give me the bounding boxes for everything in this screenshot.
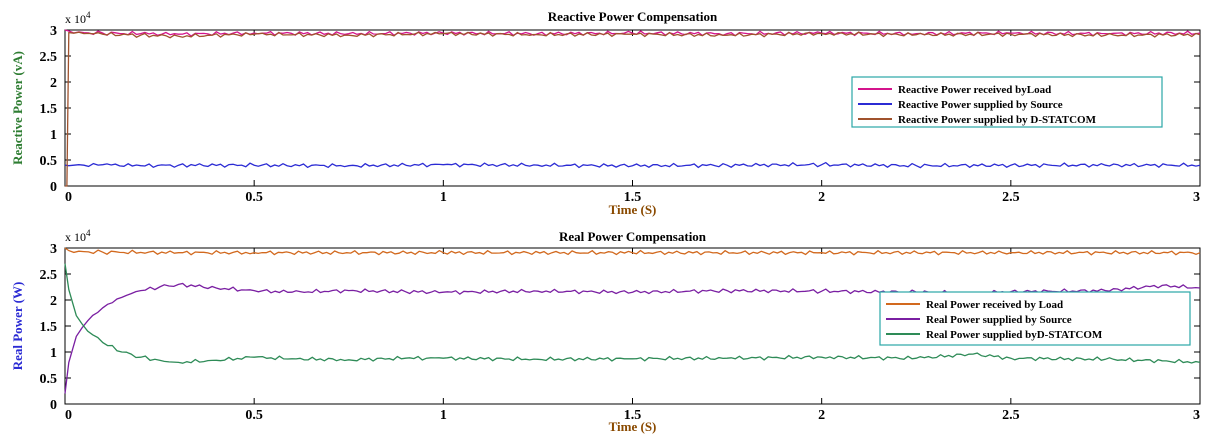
x-tick-label: 0.5 [245,190,263,205]
legend-label: Real Power received by Load [926,299,1063,311]
y-tick-label: 3 [50,24,57,39]
y-tick-label: 2.5 [40,268,58,283]
axis-multiplier: x 104 [65,10,91,26]
y-tick-label: 0.5 [40,372,58,387]
x-tick-label: 0.5 [245,408,263,423]
legend-box [851,76,1163,128]
y-tick-label: 0 [50,398,57,413]
x-tick-label: 3 [1193,190,1200,205]
x-axis-label: Time (S) [609,202,657,217]
y-tick-label: 0 [50,180,57,195]
legend-label: Real Power supplied by Source [926,314,1072,326]
x-axis-label: Time (S) [609,419,657,434]
legend-box [879,291,1191,346]
series-line-2 [64,282,1201,394]
y-tick-label: 0.5 [40,154,58,169]
y-axis-label: Reactive Power (vA) [10,51,25,165]
y-tick-label: 1.5 [40,320,58,335]
chart-title: Reactive Power Compensation [548,9,718,24]
y-tick-label: 2.5 [40,50,58,65]
chart-title: Real Power Compensation [559,229,707,244]
series-line-2 [64,161,1201,169]
legend-label: Reactive Power supplied by Source [898,99,1063,111]
y-tick-label: 3 [50,242,57,257]
series-line-3 [65,31,1201,187]
y-tick-label: 2 [50,294,57,309]
y-axis-label: Real Power (W) [10,282,25,371]
series-line-1 [64,247,1201,256]
legend-label: Reactive Power received byLoad [898,84,1051,96]
series-line-3 [64,263,1201,364]
x-tick-label: 0 [65,190,72,205]
x-tick-label: 1 [440,190,447,205]
legend: Real Power received by Load Real Power su… [879,291,1191,346]
y-tick-label: 1 [50,346,57,361]
legend: Reactive Power received byLoad Reactive P… [851,76,1163,128]
x-tick-label: 2 [818,408,825,423]
y-tick-label: 2 [50,76,57,91]
x-tick-label: 2 [818,190,825,205]
x-tick-label: 2.5 [1002,190,1020,205]
axis-multiplier: x 104 [65,228,91,244]
x-tick-label: 3 [1193,408,1200,423]
chart-panel-1: Reactive Power Compensation x 104 0 0.5 1 1.5… [10,9,1201,217]
x-tick-label: 1.5 [624,190,642,205]
x-tick-label: 2.5 [1002,408,1020,423]
x-tick-label: 1.5 [624,408,642,423]
y-tick-label: 1.5 [40,102,58,117]
x-tick-label: 0 [65,408,72,423]
legend-label: Reactive Power supplied by D-STATCOM [898,114,1097,126]
x-tick-label: 1 [440,408,447,423]
legend-label: Real Power supplied byD-STATCOM [926,329,1103,341]
y-tick-label: 1 [50,128,57,143]
chart-panel-2: Real Power Compensation x 104 0 0.5 1 1.5 2 2.5… [10,228,1201,434]
